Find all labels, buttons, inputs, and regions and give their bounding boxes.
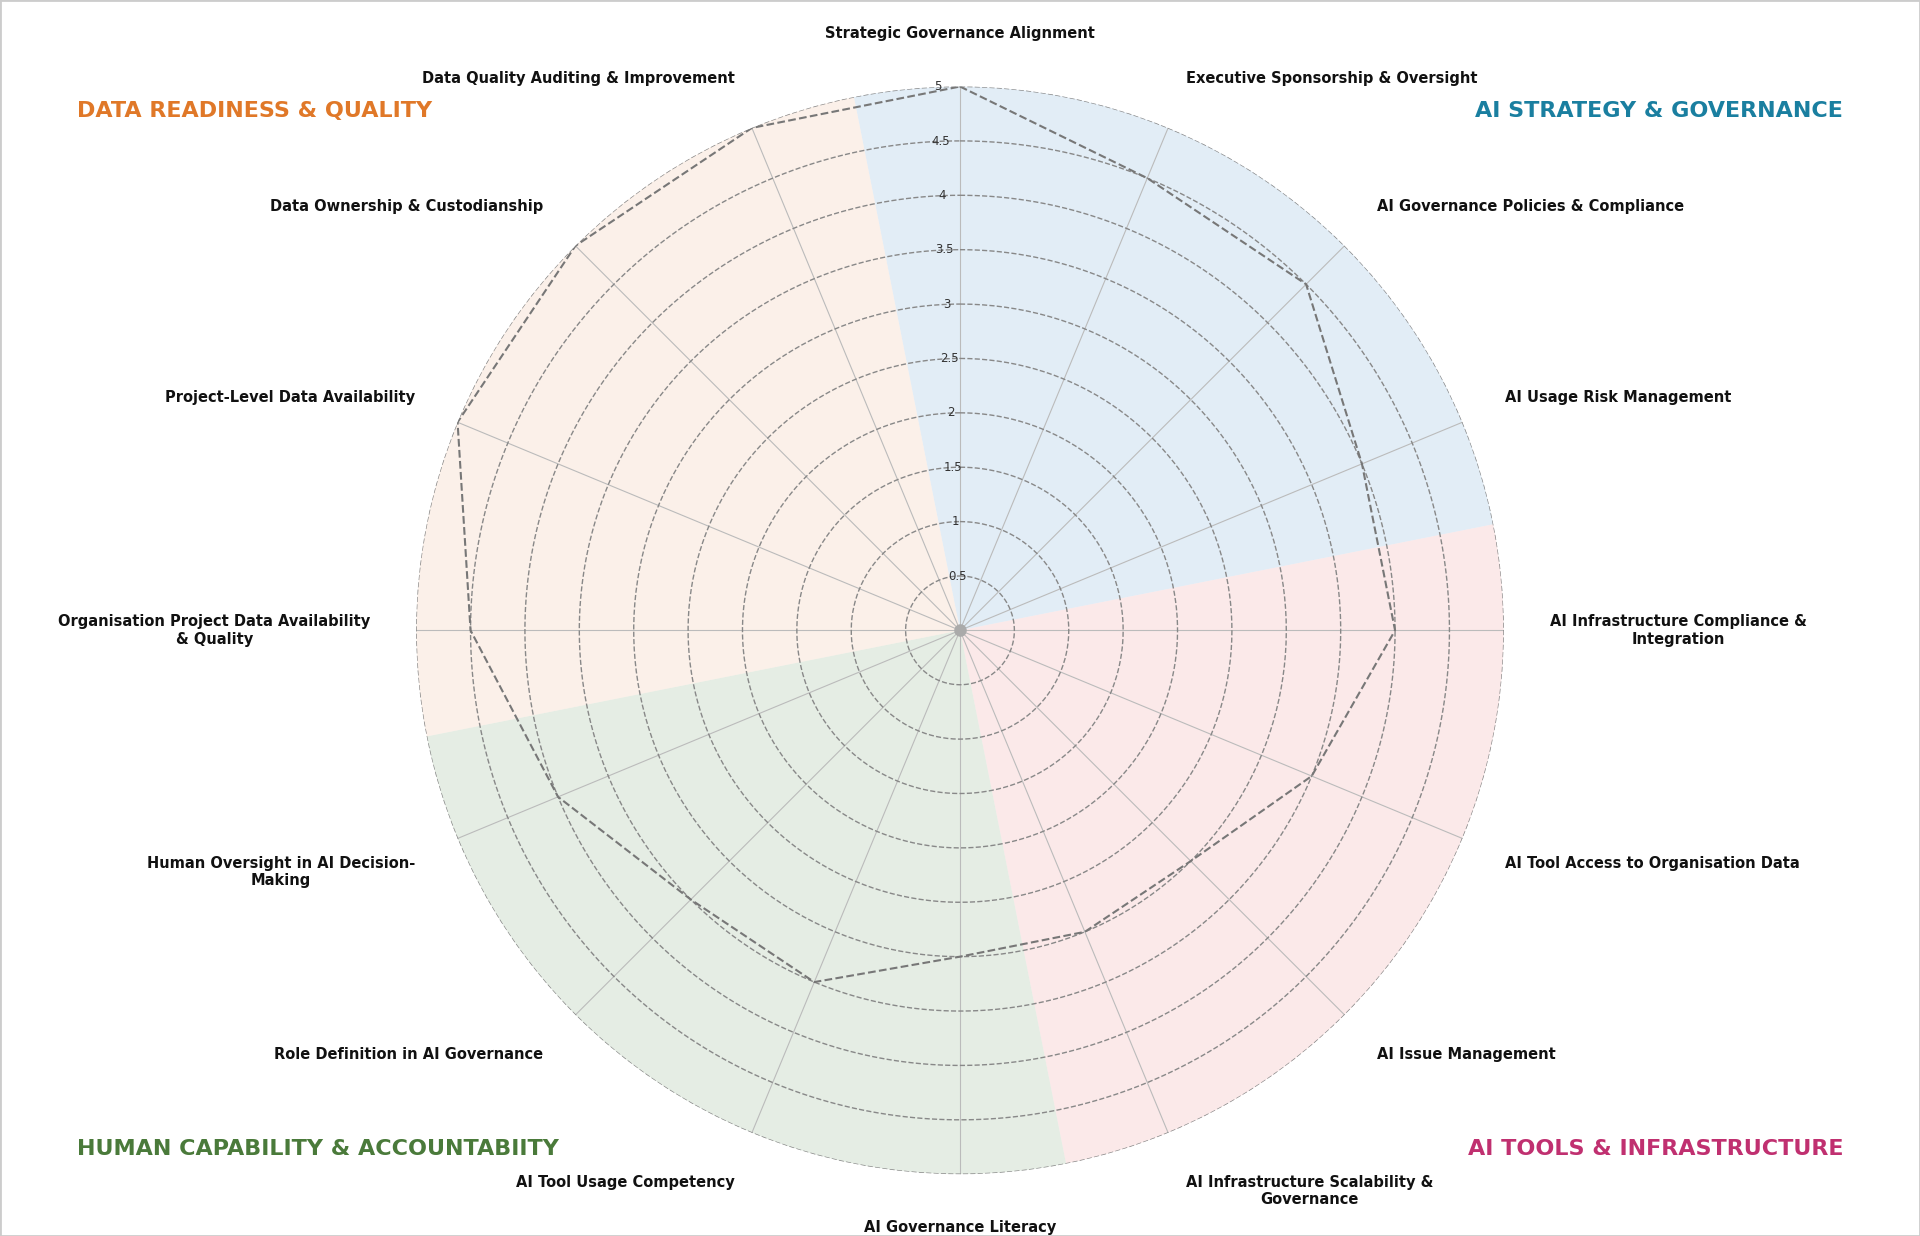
- Text: AI Tool Access to Organisation Data: AI Tool Access to Organisation Data: [1505, 857, 1799, 871]
- Text: 3: 3: [943, 298, 950, 310]
- Text: AI STRATEGY & GOVERNANCE: AI STRATEGY & GOVERNANCE: [1475, 101, 1843, 121]
- Text: AI Tool Usage Competency: AI Tool Usage Competency: [516, 1175, 733, 1190]
- Text: Project-Level Data Availability: Project-Level Data Availability: [165, 389, 415, 404]
- Text: 4.5: 4.5: [931, 135, 950, 148]
- Polygon shape: [417, 96, 960, 737]
- Text: AI TOOLS & INFRASTRUCTURE: AI TOOLS & INFRASTRUCTURE: [1467, 1140, 1843, 1159]
- Polygon shape: [854, 87, 1494, 630]
- Text: AI Infrastructure Scalability &
Governance: AI Infrastructure Scalability & Governan…: [1187, 1175, 1432, 1208]
- Polygon shape: [426, 630, 1066, 1174]
- Text: Strategic Governance Alignment: Strategic Governance Alignment: [826, 26, 1094, 41]
- Text: DATA READINESS & QUALITY: DATA READINESS & QUALITY: [77, 101, 432, 121]
- Text: Organisation Project Data Availability
& Quality: Organisation Project Data Availability &…: [58, 614, 371, 646]
- Text: 4: 4: [939, 189, 947, 203]
- Text: 0: 0: [956, 624, 964, 637]
- Text: AI Usage Risk Management: AI Usage Risk Management: [1505, 389, 1732, 404]
- Text: HUMAN CAPABILITY & ACCOUNTABIITY: HUMAN CAPABILITY & ACCOUNTABIITY: [77, 1140, 559, 1159]
- Text: AI Issue Management: AI Issue Management: [1377, 1047, 1555, 1062]
- Text: 5: 5: [935, 80, 943, 94]
- Text: Role Definition in AI Governance: Role Definition in AI Governance: [275, 1047, 543, 1062]
- Text: 1: 1: [952, 515, 960, 528]
- Text: AI Governance Literacy: AI Governance Literacy: [864, 1220, 1056, 1235]
- Text: Executive Sponsorship & Oversight: Executive Sponsorship & Oversight: [1187, 70, 1476, 85]
- Text: Data Ownership & Custodianship: Data Ownership & Custodianship: [271, 199, 543, 214]
- Text: AI Infrastructure Compliance &
Integration: AI Infrastructure Compliance & Integrati…: [1549, 614, 1807, 646]
- Text: 2.5: 2.5: [939, 352, 958, 365]
- Polygon shape: [960, 524, 1503, 1164]
- Text: 3.5: 3.5: [935, 243, 954, 257]
- Text: 2: 2: [948, 407, 954, 419]
- Text: Data Quality Auditing & Improvement: Data Quality Auditing & Improvement: [422, 70, 733, 85]
- Text: Human Oversight in AI Decision-
Making: Human Oversight in AI Decision- Making: [148, 857, 415, 889]
- Text: 0.5: 0.5: [948, 570, 968, 582]
- Text: 1.5: 1.5: [945, 461, 962, 473]
- Text: AI Governance Policies & Compliance: AI Governance Policies & Compliance: [1377, 199, 1684, 214]
